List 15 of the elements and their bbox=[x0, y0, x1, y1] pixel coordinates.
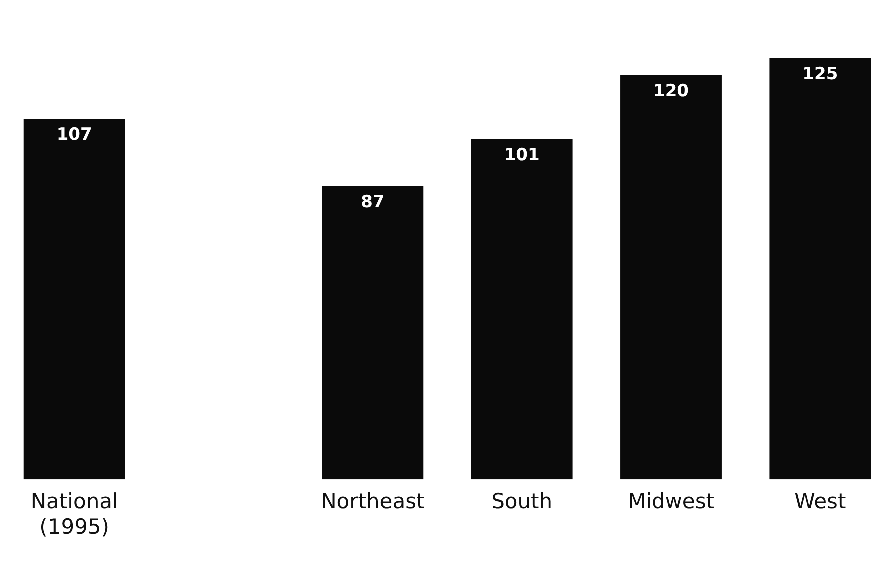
bar bbox=[471, 139, 573, 480]
data-label: 87 bbox=[361, 192, 385, 212]
bar bbox=[770, 58, 872, 480]
data-label: 107 bbox=[56, 125, 92, 146]
data-label: 125 bbox=[802, 64, 838, 84]
data-label: 101 bbox=[504, 145, 540, 166]
x-tick-label: National (1995) bbox=[30, 490, 118, 539]
bar bbox=[620, 75, 722, 480]
x-tick-label: Northeast bbox=[321, 490, 425, 514]
x-tick-label: Midwest bbox=[628, 490, 715, 514]
x-tick-label: South bbox=[492, 490, 553, 514]
data-label: 120 bbox=[654, 81, 690, 102]
bar bbox=[24, 119, 126, 480]
bar bbox=[322, 186, 424, 480]
x-tick-label: West bbox=[794, 490, 846, 514]
